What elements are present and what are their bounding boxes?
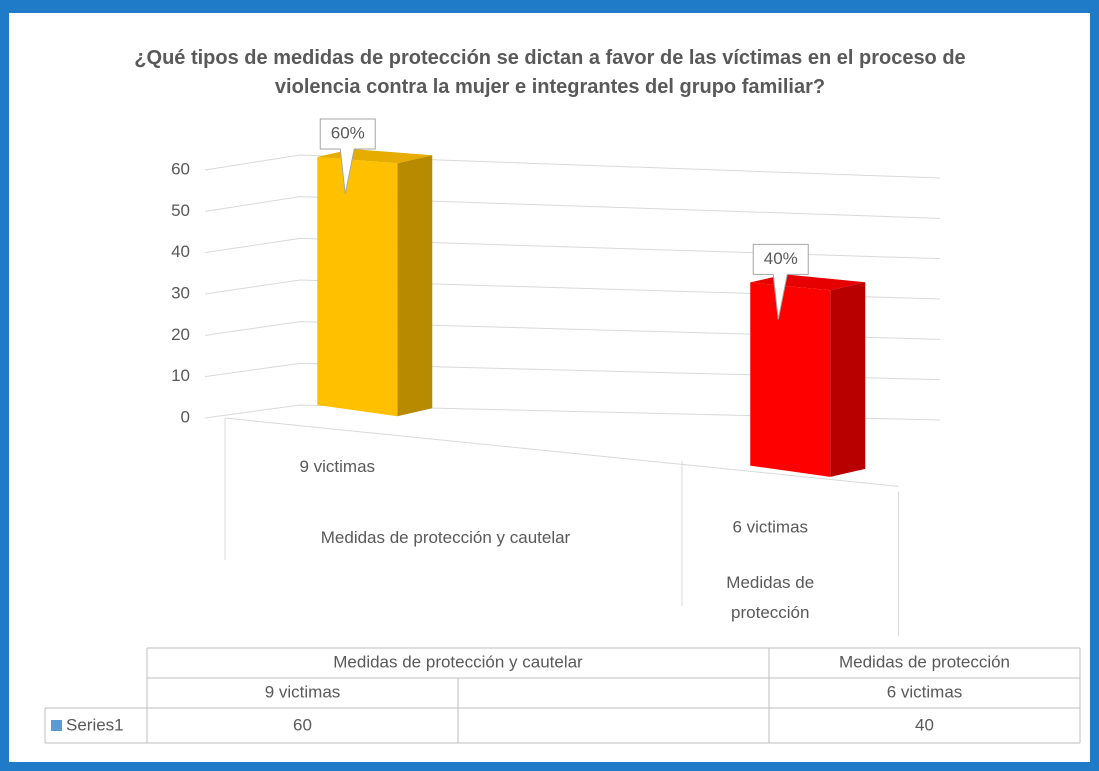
grid-line <box>204 321 941 340</box>
table-group-label: Medidas de protección y cautelar <box>333 652 583 671</box>
floor-edge <box>224 417 899 487</box>
data-label: 60% <box>331 124 365 143</box>
grid-line <box>204 196 941 219</box>
table-category: 6 victimas <box>887 682 963 701</box>
chart-title: ¿Qué tipos de medidas de protección se d… <box>134 47 966 98</box>
legend-label: Series1 <box>66 715 124 734</box>
legend-key <box>51 720 62 731</box>
grid-line <box>204 362 941 381</box>
x-tick-label: 9 victimas <box>299 457 375 476</box>
y-tick-label: 10 <box>171 366 190 385</box>
y-tick-label: 40 <box>171 242 190 261</box>
x-tick-label: 6 victimas <box>732 518 808 537</box>
grid-line <box>204 404 941 421</box>
bar-side <box>397 155 433 417</box>
bar <box>750 282 831 477</box>
table-value: 40 <box>915 715 934 734</box>
chart-area <box>9 13 1090 762</box>
x-group-label: Medidas de protección <box>726 573 815 623</box>
bar <box>317 157 398 417</box>
bar-side <box>830 282 866 477</box>
table-category: 9 victimas <box>265 682 341 701</box>
grid-line <box>204 154 941 179</box>
y-tick-label: 30 <box>171 283 190 302</box>
callout <box>752 243 809 320</box>
table-value: 60 <box>293 715 312 734</box>
y-tick-label: 50 <box>171 201 190 220</box>
y-tick-label: 60 <box>171 159 190 178</box>
table-group-label: Medidas de protección <box>839 652 1010 671</box>
x-group-label: Medidas de protección y cautelar <box>320 527 571 547</box>
y-tick-label: 20 <box>171 325 190 344</box>
grid-line <box>204 279 941 300</box>
callout <box>319 118 376 195</box>
y-tick-label: 0 <box>181 407 190 426</box>
data-label: 40% <box>764 249 798 268</box>
grid-line <box>204 237 941 260</box>
